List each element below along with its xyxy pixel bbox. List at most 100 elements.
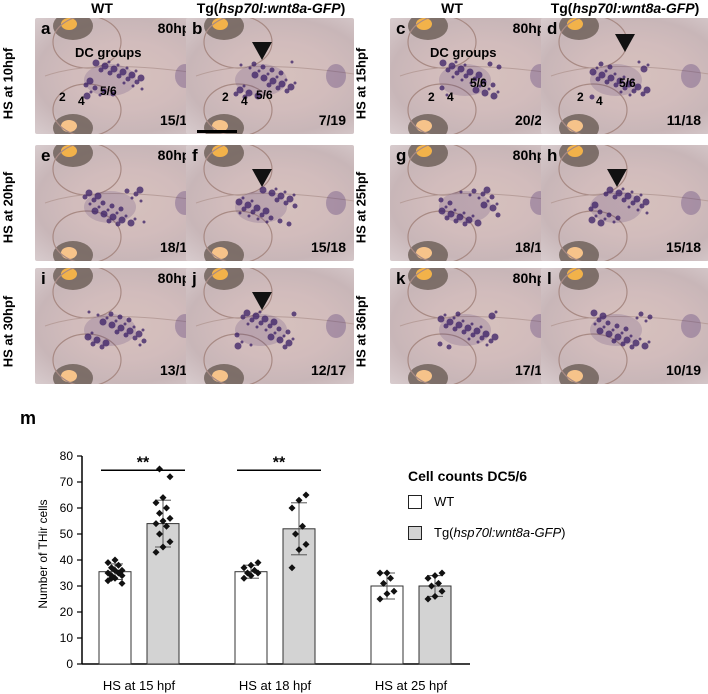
panel-letter-m: m <box>20 408 37 428</box>
data-point <box>376 569 384 577</box>
data-point <box>383 590 391 598</box>
data-point <box>428 582 435 590</box>
data-point <box>159 543 167 551</box>
panel-letter: c <box>396 19 406 38</box>
panel-letter: h <box>547 146 558 165</box>
embryo-ratio: 15/18 <box>310 239 346 255</box>
y-tick-label: 60 <box>60 501 74 515</box>
column-header-tg-1: Tg(hsp70l:wnt8a-GFP) <box>196 0 346 16</box>
data-point <box>254 559 262 567</box>
y-tick-label: 20 <box>60 605 74 619</box>
larva-head-illustration <box>44 145 203 261</box>
data-point <box>244 569 251 577</box>
data-point <box>254 569 262 577</box>
data-point <box>435 579 442 587</box>
micrograph-panel-l: l 10/19 <box>541 268 708 384</box>
data-point <box>380 579 387 587</box>
data-point <box>438 587 446 595</box>
stage-label: 80hpf <box>157 147 195 163</box>
data-point <box>292 530 299 538</box>
data-point <box>431 572 439 580</box>
data-point <box>251 566 258 574</box>
dc-number: 4 <box>447 90 454 104</box>
y-tick-label: 40 <box>60 553 74 567</box>
data-point <box>152 499 160 507</box>
y-tick-label: 50 <box>60 527 74 541</box>
micrograph-panel-f: f 15/18 <box>186 145 354 261</box>
data-point <box>438 569 446 577</box>
dc-number: 4 <box>78 94 85 108</box>
micrograph-panel-j: j 12/17 <box>186 268 354 384</box>
column-header-tg-2: Tg(hsp70l:wnt8a-GFP) <box>550 0 700 16</box>
data-point <box>104 577 112 585</box>
data-point <box>152 548 160 556</box>
data-point <box>111 566 119 574</box>
y-tick-label: 30 <box>60 579 74 593</box>
bar-tg <box>418 585 452 665</box>
bar-tg <box>146 523 180 665</box>
data-point <box>104 559 112 567</box>
data-point <box>111 556 119 564</box>
larva-head-illustration <box>399 18 558 134</box>
micrograph-panel-h: h 15/18 <box>541 145 708 261</box>
y-tick-label: 10 <box>60 631 74 645</box>
dc-number: 5/6 <box>619 76 636 90</box>
panel-letter: d <box>547 19 558 38</box>
panel-letter: f <box>192 146 198 165</box>
arrowhead-marker <box>615 34 635 52</box>
data-point <box>118 579 126 587</box>
x-category-label: HS at 25 hpf <box>375 678 448 693</box>
legend-swatch-wt <box>408 494 422 509</box>
data-point <box>288 504 296 512</box>
data-point <box>166 473 174 481</box>
stage-label: 80hpf <box>512 147 550 163</box>
arrowhead-marker <box>607 169 627 187</box>
legend-item-wt: WT <box>408 494 454 509</box>
dc-number: 2 <box>59 90 66 104</box>
y-axis-title: Number of THir cells <box>36 499 50 609</box>
dc-number: 5/6 <box>470 76 487 90</box>
larva-head-illustration <box>195 145 354 261</box>
data-point <box>166 538 174 546</box>
x-category-label: HS at 18 hpf <box>239 678 312 693</box>
panel-letter: l <box>547 269 552 288</box>
data-point <box>376 595 384 603</box>
data-point <box>159 517 167 525</box>
embryo-ratio: 12/17 <box>310 362 346 378</box>
data-point <box>108 574 115 582</box>
panel-letter: e <box>41 146 51 165</box>
data-point <box>431 592 439 600</box>
row-label-hs15: HS at 15hpf <box>353 47 369 120</box>
data-point <box>302 491 310 499</box>
arrowhead-marker <box>252 42 272 60</box>
embryo-ratio: 10/19 <box>665 362 701 378</box>
data-point <box>115 569 122 577</box>
micrograph-panel-e: e 80hpf 18/18 <box>35 145 203 261</box>
row-label-hs36: HS at 36hpf <box>353 295 369 368</box>
column-header-wt-2: WT <box>441 0 463 16</box>
data-point <box>163 522 170 530</box>
panel-letter: g <box>396 146 407 165</box>
data-point <box>299 522 306 530</box>
legend-label-tg: Tg(hsp70l:wnt8a-GFP) <box>434 525 566 540</box>
bar-wt <box>234 571 268 665</box>
embryo-ratio: 11/18 <box>666 112 701 128</box>
larva-head-illustration <box>550 268 708 384</box>
dc-groups-label: DC groups <box>75 45 142 60</box>
dc-number: 2 <box>222 90 229 104</box>
legend-item-tg: Tg(hsp70l:wnt8a-GFP) <box>408 525 566 540</box>
data-point <box>104 569 112 577</box>
dc-number: 2 <box>577 90 584 104</box>
data-point <box>108 572 115 580</box>
dc-number: 4 <box>596 94 603 108</box>
larva-head-illustration <box>44 18 203 134</box>
data-point <box>247 561 255 569</box>
data-point <box>159 494 167 502</box>
data-point <box>424 595 432 603</box>
row-label-hs25: HS at 25hpf <box>353 171 369 244</box>
data-point <box>118 566 126 574</box>
data-point <box>387 574 394 582</box>
arrowhead-marker <box>252 169 272 187</box>
data-point <box>295 496 303 504</box>
data-point <box>424 574 432 582</box>
